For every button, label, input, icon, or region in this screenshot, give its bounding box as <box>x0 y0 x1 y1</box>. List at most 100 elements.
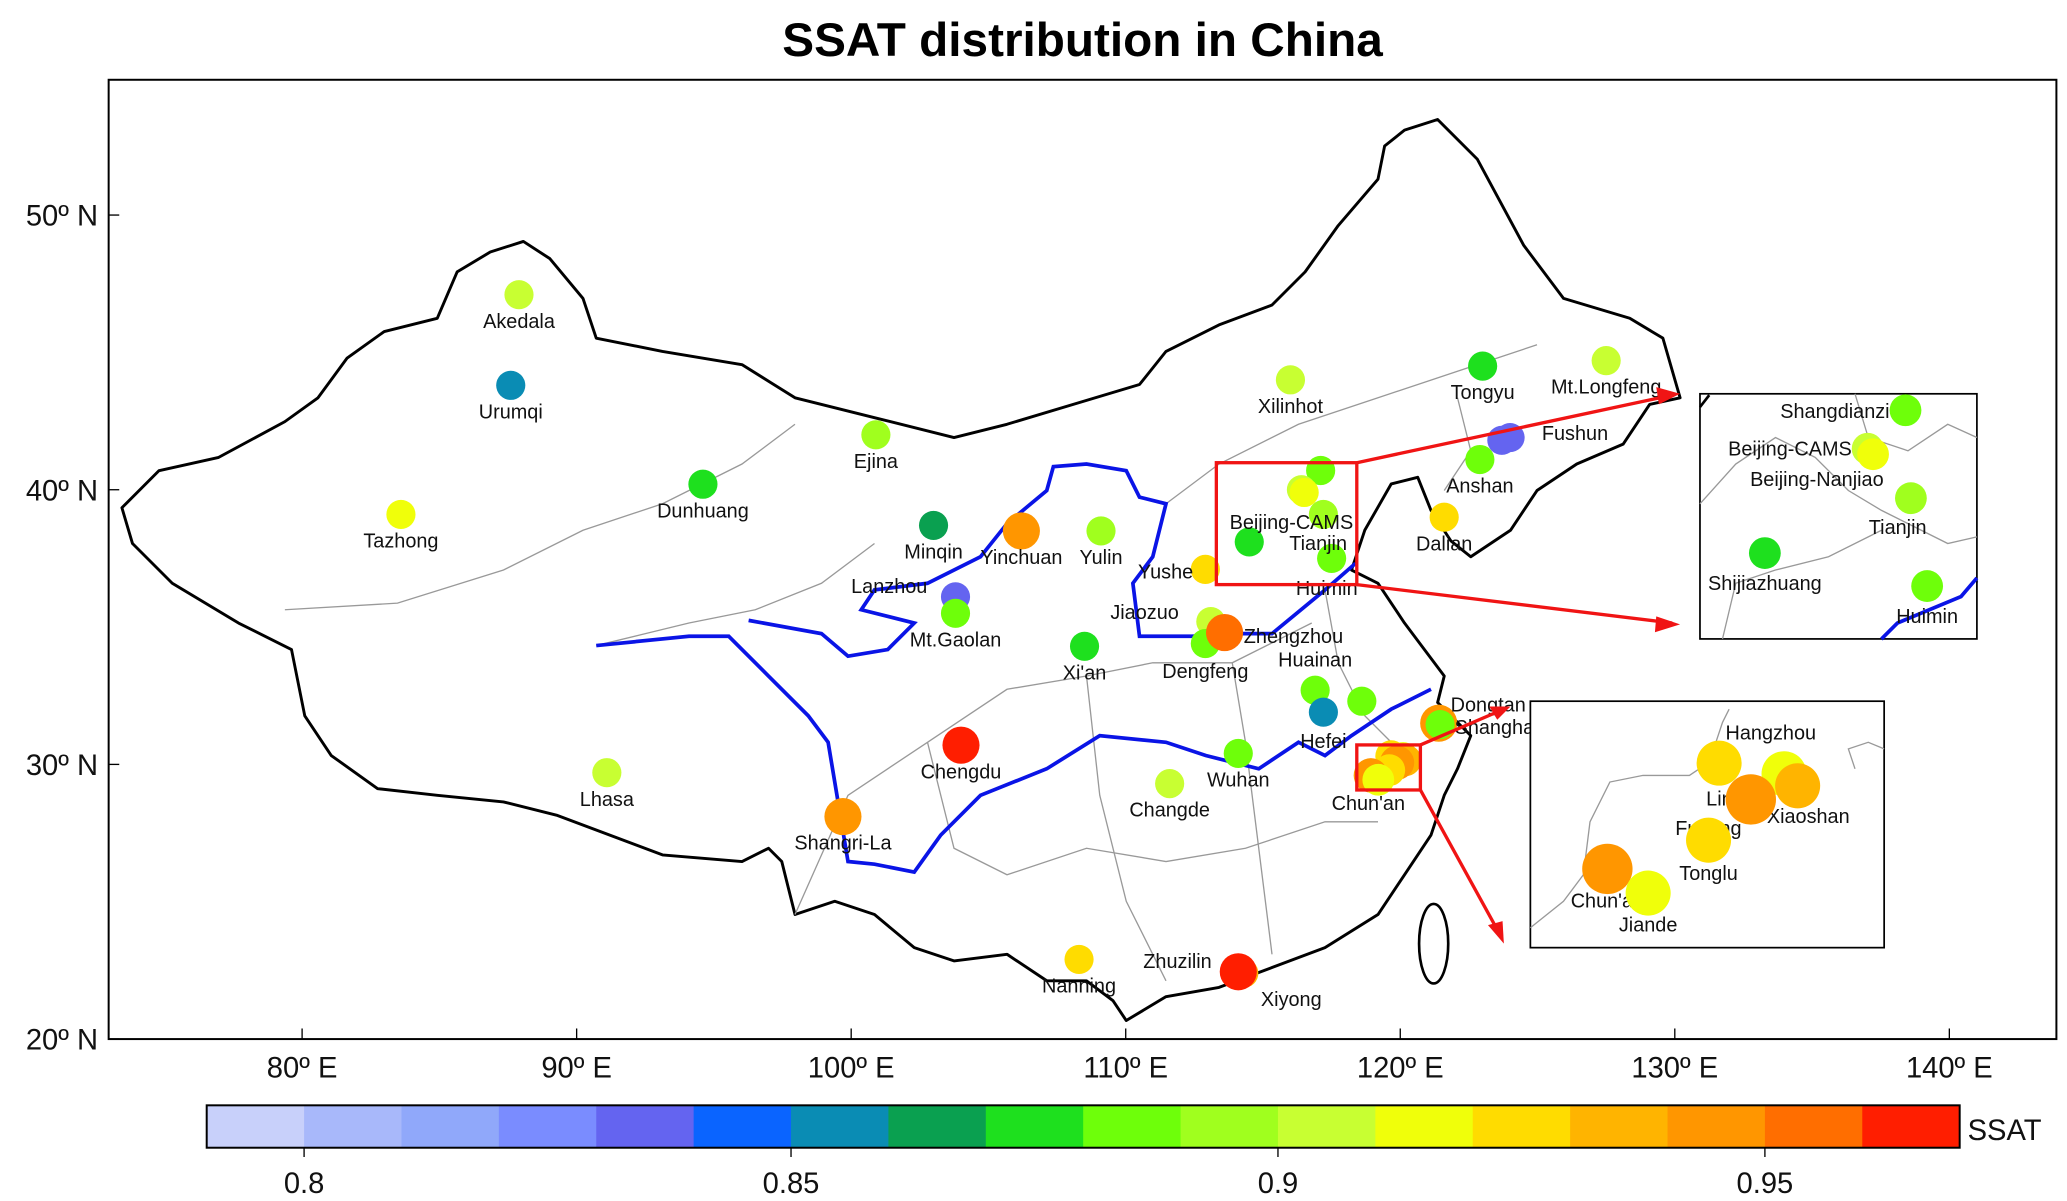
inset-north-coast <box>1698 394 1711 408</box>
station-label-mt-gaolan: Mt.Gaolan <box>910 629 1002 651</box>
station-label-jiaozuo: Jiaozuo <box>1110 602 1178 624</box>
inset-station-marker-xiaoshan <box>1775 763 1821 809</box>
colorbar-bin <box>1375 1105 1474 1148</box>
colorbar-label: SSAT <box>1968 1115 2042 1147</box>
lon-tick-label: 80º E <box>267 1053 338 1085</box>
inset-station-marker-shijiazhuang <box>1748 537 1781 570</box>
station-label-zhuzilin: Zhuzilin <box>1143 951 1211 973</box>
main-label-huimin: Huimin <box>1296 578 1358 600</box>
inset-station-marker-chun-an <box>1582 843 1633 895</box>
station-label-fushun: Fushun <box>1542 423 1608 445</box>
inset-station-label-shangdianzi: Shangdianzi <box>1780 401 1889 423</box>
lat-tick-label: 50º N <box>26 201 98 233</box>
colorbar-frame <box>205 1104 1961 1149</box>
station-label-xilinhot: Xilinhot <box>1258 396 1324 418</box>
colorbar-bin <box>888 1105 987 1148</box>
station-label-tongyu: Tongyu <box>1451 382 1515 404</box>
inset-north-stations: Shangdianzi Beijing-CAMS Beijing-Nanjiao Ti… <box>1708 394 1958 628</box>
colorbar-tick-label: 0.95 <box>1737 1168 1794 1200</box>
lat-tick-label: 40º N <box>26 475 98 507</box>
station-marker-yinchuan <box>1002 512 1040 550</box>
inset-station-marker-lin-an <box>1696 740 1742 786</box>
station-marker-jiande <box>1362 763 1395 796</box>
lon-tick-label: 100º E <box>808 1053 895 1085</box>
station-marker-changde <box>1155 769 1185 799</box>
colorbar-bin <box>1570 1105 1669 1148</box>
station-marker-chengdu <box>942 726 980 764</box>
main-label-chunan: Chun'an <box>1332 793 1405 815</box>
lat-tick-label: 30º N <box>26 750 98 782</box>
station-marker-hefei <box>1308 697 1338 727</box>
inset-station-marker-fuyang <box>1725 774 1777 825</box>
arrow-heads <box>1487 387 1681 944</box>
station-marker-nanning <box>1064 944 1094 974</box>
station-label-hefei: Hefei <box>1300 731 1346 753</box>
inset-north-borders <box>1699 393 1978 640</box>
station-label-yulin: Yulin <box>1079 547 1122 569</box>
station-label-urumqi: Urumqi <box>479 401 543 423</box>
station-label-minqin: Minqin <box>904 542 963 564</box>
colorbar-bin <box>791 1105 890 1148</box>
inset-station-marker-tonglu <box>1686 817 1732 863</box>
inset-station-label-chun-an: Chun'an <box>1571 890 1644 912</box>
station-label-nanning: Nanning <box>1042 976 1116 998</box>
station-label-xi-an: Xi'an <box>1063 662 1107 684</box>
inset-station-label-jiande: Jiande <box>1619 914 1678 936</box>
inset-station-marker-jiande <box>1625 870 1671 916</box>
station-marker-tongyu <box>1468 351 1498 381</box>
taiwan-outline <box>1417 902 1450 985</box>
colorbar-bin <box>1277 1105 1377 1148</box>
station-label-huainan: Huainan <box>1278 649 1352 671</box>
station-marker-xilinhot <box>1275 365 1306 395</box>
inset-station-label-beijing-nanjiao: Beijing-Nanjiao <box>1750 469 1884 491</box>
lon-tick-label: 130º E <box>1631 1053 1718 1085</box>
colorbar-bin <box>206 1105 305 1148</box>
colorbar-bin <box>1472 1105 1571 1148</box>
station-label-tazhong: Tazhong <box>363 531 438 553</box>
lon-tick-label: 140º E <box>1906 1053 1993 1085</box>
colorbar-bin <box>1667 1105 1766 1148</box>
main-station-layer: Akedala Urumqi Tazhong Dunhuang Ejina Minqin Y… <box>363 280 1661 1011</box>
inset-station-label-tianjin: Tianjin <box>1869 517 1927 539</box>
colorbar-tick-label: 0.9 <box>1258 1168 1299 1200</box>
lat-tick-label: 20º N <box>26 1025 98 1057</box>
station-label-changde: Changde <box>1129 800 1210 822</box>
station-marker-yushe <box>1190 554 1220 584</box>
station-marker-mt-longfeng <box>1591 346 1621 376</box>
station-marker-tianjin <box>1308 499 1338 530</box>
colorbar-tick-label: 0.8 <box>284 1168 325 1200</box>
station-marker-zhengzhou <box>1206 614 1244 652</box>
station-marker-huainan <box>1300 675 1330 705</box>
station-label-yushe: Yushe <box>1138 562 1193 584</box>
station-marker-minqin <box>918 510 949 541</box>
colorbar-tick-label: 0.85 <box>763 1168 820 1200</box>
inset-station-label-beijing-cams: Beijing-CAMS <box>1728 438 1852 460</box>
inset-station-label-shijiazhuang: Shijiazhuang <box>1708 573 1822 595</box>
inset-station-label-tonglu: Tonglu <box>1679 863 1738 885</box>
inset-yangtze-stations: Lin'anHangzhouXiaoshanFuyangTongluChun'a… <box>1571 722 1850 936</box>
station-marker-yulin <box>1086 516 1116 546</box>
station-label-dengfeng: Dengfeng <box>1162 661 1248 683</box>
station-label-xiyong: Xiyong <box>1261 989 1322 1011</box>
station-marker-urumqi <box>496 370 526 400</box>
inset-station-marker-shangdianzi <box>1889 394 1922 427</box>
station-marker-beijing-nanjiao <box>1289 477 1319 508</box>
station-marker-shijiazhuang <box>1234 527 1264 557</box>
colorbar-bin <box>401 1105 500 1148</box>
station-label-shanghai: Shanghai <box>1455 717 1539 739</box>
inset-station-label-huimin: Huimin <box>1896 606 1958 628</box>
colorbar-bin <box>1180 1105 1279 1148</box>
axis-ticks: 80º E 90º E 100º E 110º E 120º E 130º E 140º E… <box>26 201 1993 1085</box>
inset-station-marker-beijing-nanjiao <box>1857 438 1889 471</box>
lon-tick-label: 120º E <box>1357 1053 1444 1085</box>
station-marker-dalian <box>1429 502 1459 532</box>
inset-station-label-hangzhou: Hangzhou <box>1726 722 1817 744</box>
lon-tick-label: 110º E <box>1083 1053 1168 1085</box>
station-label-lhasa: Lhasa <box>580 789 635 811</box>
station-marker-wuhan <box>1223 738 1253 768</box>
station-marker-anshan <box>1465 444 1495 475</box>
lon-tick-label: 90º E <box>541 1053 612 1085</box>
station-label-zhengzhou: Zhengzhou <box>1244 626 1343 648</box>
station-marker-akedala <box>504 280 534 310</box>
figure-title: SSAT distribution in China <box>782 14 1383 67</box>
